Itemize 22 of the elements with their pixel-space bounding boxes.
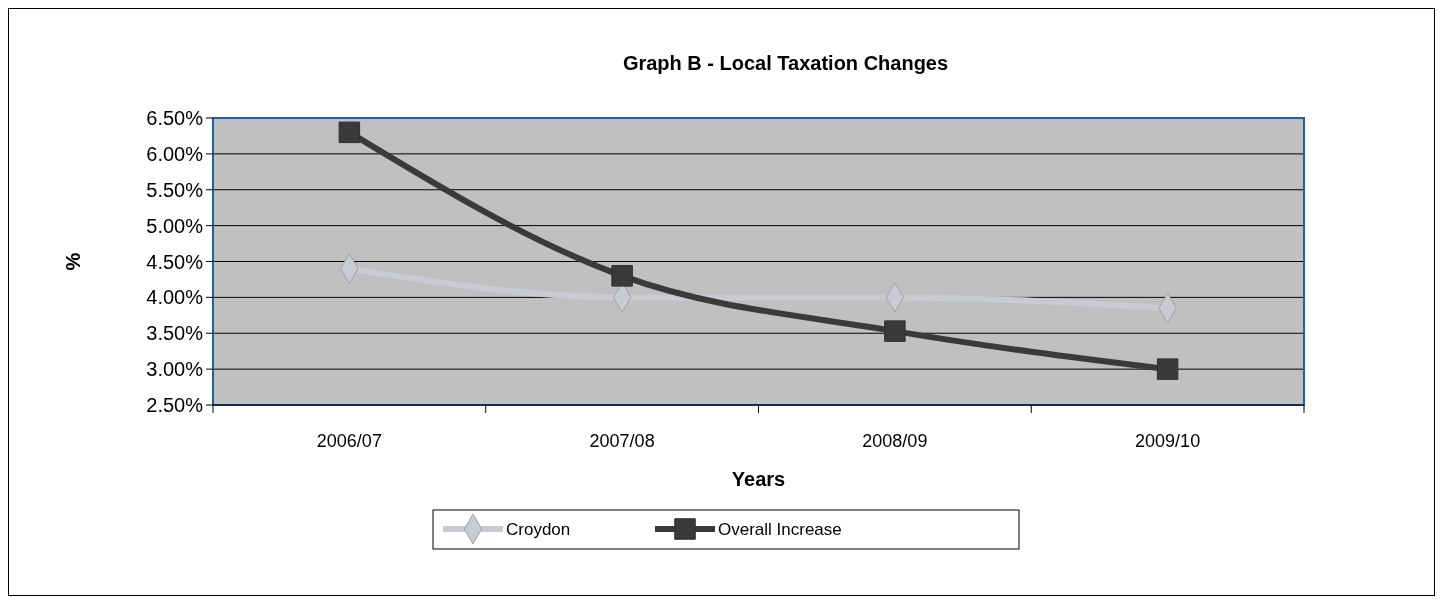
- point: [1156, 358, 1179, 380]
- y-tick-label: 6.00%: [146, 142, 204, 165]
- point: [611, 265, 633, 287]
- chart-title: Graph B - Local Taxation Changes: [622, 52, 949, 74]
- y-tick-label: 5.00%: [146, 214, 204, 237]
- point: [338, 121, 361, 144]
- point: [884, 320, 906, 342]
- x-tick-label: 2008/09: [862, 431, 928, 451]
- x-tick-label: 2007/08: [589, 431, 655, 451]
- y-tick-label: 2.50%: [146, 394, 204, 416]
- y-tick-label: 3.50%: [146, 322, 204, 345]
- y-tick-label: 6.50%: [146, 107, 204, 129]
- y-tick-label: 4.50%: [146, 250, 204, 273]
- y-tick-label: 4.00%: [146, 286, 204, 309]
- legend-label: Overall Increase: [718, 519, 842, 539]
- legend-label: Croydon: [506, 519, 571, 539]
- y-axis-title: %: [62, 252, 84, 271]
- y-tick-label: 5.50%: [146, 178, 204, 201]
- x-tick-label: 2006/07: [316, 431, 382, 451]
- x-axis-title: Years: [731, 468, 786, 490]
- y-tick-label: 3.00%: [146, 358, 204, 381]
- x-tick-label: 2009/10: [1135, 431, 1201, 451]
